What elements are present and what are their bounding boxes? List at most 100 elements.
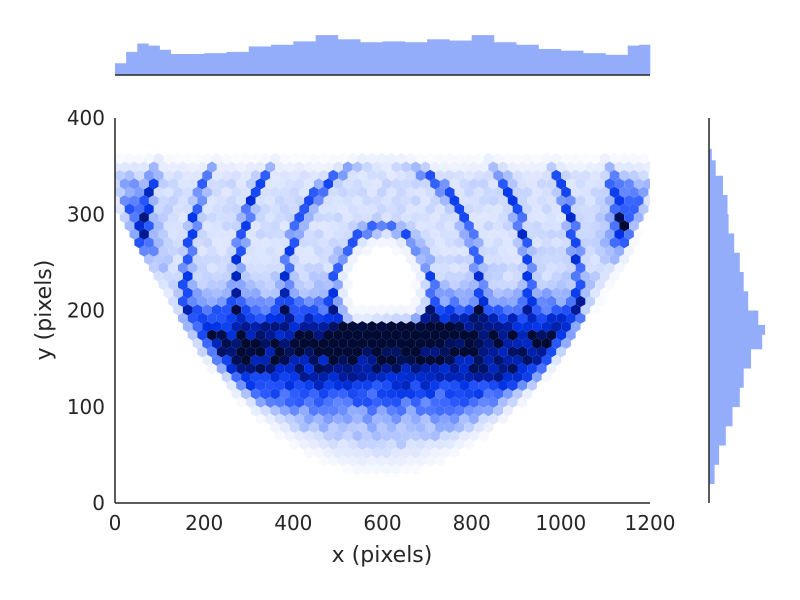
hexbin-cell xyxy=(309,153,319,165)
hexbin-cell xyxy=(614,161,625,173)
hexbin-cell xyxy=(624,211,634,223)
hexbin-cell xyxy=(449,447,460,459)
hexbin-cell xyxy=(158,195,169,207)
hexbin-cell xyxy=(415,421,426,433)
hexbin-cell xyxy=(566,295,576,307)
hexbin-cell xyxy=(265,396,275,408)
hexbin-cell xyxy=(488,379,499,391)
hexbin-cell xyxy=(410,329,421,341)
hexbin-cell xyxy=(158,211,169,223)
hexbin-cell xyxy=(367,337,377,349)
hexbin-cell xyxy=(323,245,334,257)
hexbin-cell xyxy=(527,329,537,341)
hexbin-cell xyxy=(391,329,402,341)
hexbin-cell xyxy=(309,388,319,400)
hexbin-cell xyxy=(585,211,596,223)
hexbin-cell xyxy=(454,220,465,232)
hexbin-cell xyxy=(536,363,547,375)
hexbin-cell xyxy=(546,228,557,240)
hexbin-cell xyxy=(629,237,639,249)
hexbin-cell xyxy=(241,321,251,333)
hexbin-cell xyxy=(483,287,494,299)
hexbin-cell xyxy=(202,253,212,265)
hexbin-cell xyxy=(347,253,358,265)
hexbin-cell xyxy=(294,195,305,207)
hexbin-cell xyxy=(595,228,605,240)
marginal-x-bar xyxy=(638,44,651,75)
hexbin-cell xyxy=(289,220,300,232)
hexbin-cell xyxy=(197,211,208,223)
hexbin-cell xyxy=(202,169,212,181)
hexbin-cell xyxy=(415,153,426,165)
hexbin-cell xyxy=(401,430,411,442)
hexbin-cell xyxy=(473,337,484,349)
hexbin-cell xyxy=(250,405,261,417)
hexbin-cell xyxy=(231,153,242,165)
hexbin-cell xyxy=(415,220,426,232)
hexbin-cell xyxy=(483,203,494,215)
hexbin-cell xyxy=(226,295,237,307)
hexbin-cell xyxy=(352,211,363,223)
hexbin-cell xyxy=(638,153,649,165)
hexbin-cell xyxy=(464,186,474,198)
hexbin-cell xyxy=(309,304,319,316)
hexbin-cell xyxy=(226,228,237,240)
hexbin-cell xyxy=(318,337,329,349)
hexbin-cell xyxy=(260,321,271,333)
hexbin-cell xyxy=(401,463,411,475)
hexbin-cell xyxy=(546,312,557,324)
hexbin-cell xyxy=(255,161,266,173)
hexbin-cell xyxy=(265,379,275,391)
marginal-x-bar xyxy=(137,43,149,75)
hexbin-cell xyxy=(604,178,615,190)
hexbin-cell xyxy=(357,153,368,165)
hexbin-cell xyxy=(580,153,591,165)
hexbin-cell xyxy=(570,186,581,198)
hexbin-cell xyxy=(347,220,358,232)
hexbin-cell xyxy=(231,321,242,333)
hexbin-cell xyxy=(619,169,630,181)
hexbin-cell xyxy=(236,379,246,391)
hexbin-cell xyxy=(406,220,416,232)
hexbin-cell xyxy=(512,354,523,366)
hexbin-cell xyxy=(444,253,455,265)
hexbin-cell xyxy=(129,161,140,173)
hexbin-cell xyxy=(148,228,159,240)
hexbin-cell xyxy=(318,237,329,249)
hexbin-cell xyxy=(255,262,266,274)
hexbin-cell xyxy=(425,371,436,383)
hexbin-cell xyxy=(449,379,460,391)
hexbin-cell xyxy=(386,438,397,450)
hexbin-cell xyxy=(226,379,237,391)
hexbin-cell xyxy=(512,203,523,215)
hexbin-cell xyxy=(357,237,368,249)
hexbin-cell xyxy=(163,203,174,215)
hexbin-cell xyxy=(338,405,348,417)
hexbin-cell xyxy=(304,178,314,190)
hexbin-cell xyxy=(265,363,275,375)
hexbin-cell xyxy=(216,279,227,291)
hexbin-cell xyxy=(410,178,421,190)
hexbin-cell xyxy=(410,245,421,257)
hexbin-cell xyxy=(546,211,557,223)
hexbin-cell xyxy=(575,295,586,307)
hexbin-cell xyxy=(585,295,596,307)
hexbin-cell xyxy=(241,371,251,383)
hexbin-cell xyxy=(299,237,309,249)
hexbin-cell xyxy=(226,329,237,341)
hexbin-cell xyxy=(536,195,547,207)
hexbin-cell xyxy=(643,161,650,173)
hexbin-cell xyxy=(406,203,416,215)
hexbin-cell xyxy=(173,153,183,165)
hexbin-cell xyxy=(299,304,309,316)
hexbin-cell xyxy=(512,321,523,333)
hexbin-cell xyxy=(473,253,484,265)
hexbin-cell xyxy=(289,405,300,417)
hexbin-cell xyxy=(415,337,426,349)
hexbin-cell xyxy=(173,270,183,282)
hexbin-cell xyxy=(357,405,368,417)
hexbin-cell xyxy=(241,203,251,215)
hexbin-cell xyxy=(478,161,489,173)
hexbin-cell xyxy=(260,287,271,299)
hexbin-cell xyxy=(255,295,266,307)
